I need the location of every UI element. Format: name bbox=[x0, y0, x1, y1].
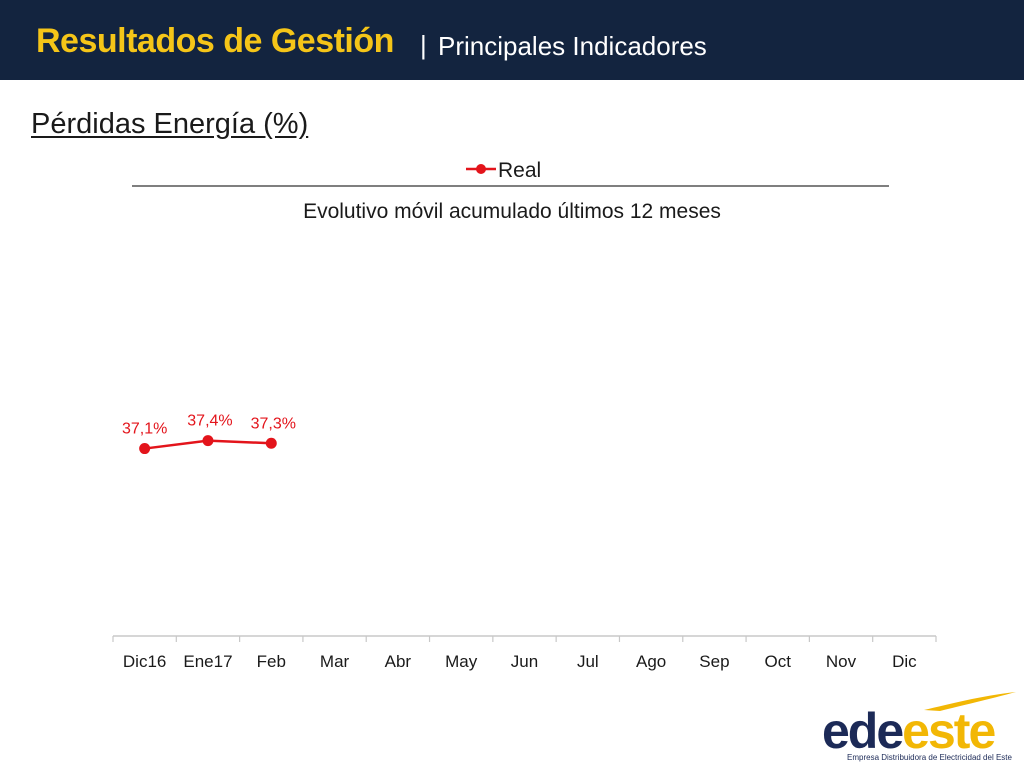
x-tick-label: Mar bbox=[320, 652, 350, 671]
x-tick-label: Ago bbox=[636, 652, 666, 671]
title-separator: | bbox=[420, 30, 427, 60]
x-tick-label: Feb bbox=[257, 652, 286, 671]
x-tick-label: Sep bbox=[699, 652, 729, 671]
logo-text-ede: ede bbox=[822, 703, 904, 759]
data-point bbox=[202, 435, 214, 447]
data-label: 37,1% bbox=[122, 421, 167, 438]
legend-swatch-marker bbox=[476, 164, 486, 174]
chart-legend: Real bbox=[466, 159, 541, 182]
series-real: 37,1% 37,4% 37,3% bbox=[122, 413, 296, 455]
legend-label-real: Real bbox=[498, 159, 541, 182]
x-tick-label: Jun bbox=[511, 652, 538, 671]
section-title: Pérdidas Energía (%) bbox=[31, 108, 309, 140]
data-label: 37,3% bbox=[251, 415, 296, 432]
logo-tagline: Empresa Distribuidora de Electricidad de… bbox=[847, 753, 1012, 762]
logo-text-este: este bbox=[902, 703, 996, 759]
page-subtitle: Principales Indicadores bbox=[438, 31, 707, 61]
x-tick-label: Ene17 bbox=[183, 652, 232, 671]
x-tick-label: Dic16 bbox=[123, 652, 166, 671]
data-point bbox=[265, 437, 277, 449]
x-tick-label: Dic bbox=[892, 652, 917, 671]
page-title: Resultados de Gestión bbox=[36, 22, 394, 60]
line-chart: Real Evolutivo móvil acumulado últimos 1… bbox=[112, 159, 937, 671]
data-point bbox=[139, 443, 151, 455]
x-tick-label: May bbox=[445, 652, 478, 671]
data-label: 37,4% bbox=[187, 413, 232, 430]
x-tick-label: Jul bbox=[577, 652, 599, 671]
x-tick-label: Nov bbox=[826, 652, 857, 671]
chart-title: Evolutivo móvil acumulado últimos 12 mes… bbox=[303, 200, 721, 223]
header-bar: Resultados de Gestión | Principales Indi… bbox=[0, 0, 1024, 80]
x-axis: Dic16 Ene17 Feb Mar Abr May Jun Jul Ago Sep Oct Nov… bbox=[112, 635, 937, 671]
swoosh-icon bbox=[924, 692, 1016, 711]
company-logo: edeeste bbox=[822, 703, 996, 759]
x-tick-label: Oct bbox=[765, 652, 792, 671]
x-tick-label: Abr bbox=[385, 652, 412, 671]
